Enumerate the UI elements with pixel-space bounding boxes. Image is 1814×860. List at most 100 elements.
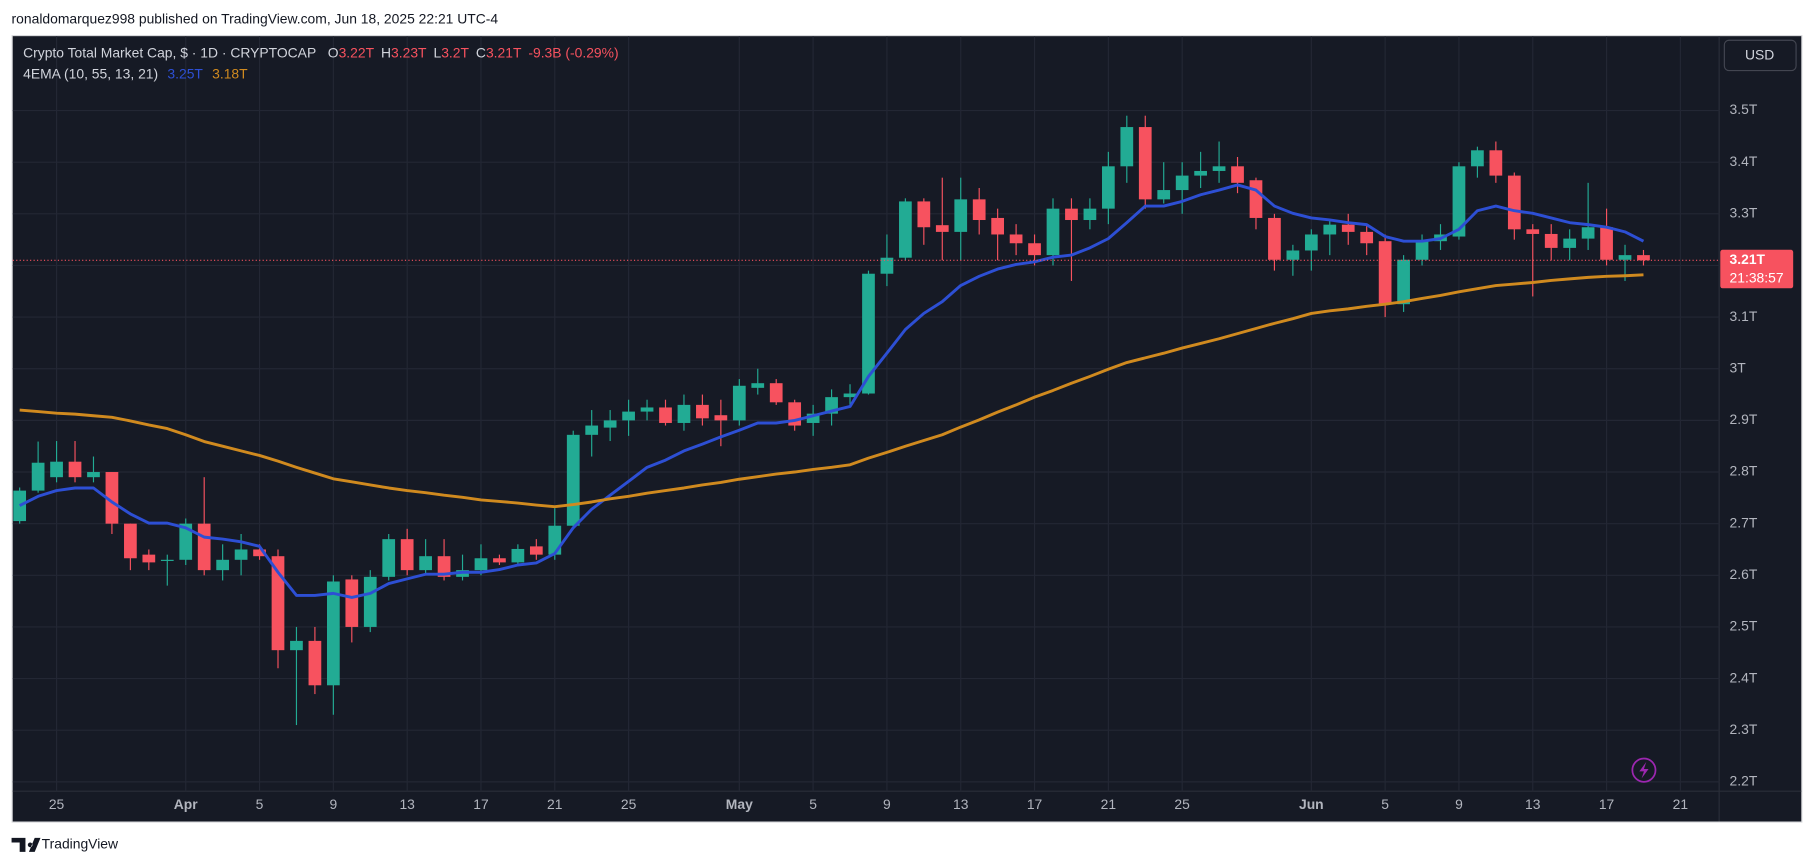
candle-body	[732, 385, 746, 421]
candle-body	[1046, 208, 1060, 256]
candle-body	[917, 201, 931, 228]
candle-body	[566, 434, 580, 526]
candle-body	[271, 556, 285, 651]
candle-body	[1360, 231, 1374, 244]
candle-body	[1471, 150, 1484, 167]
candle-body	[1507, 175, 1521, 230]
candle-body	[1397, 259, 1410, 305]
candle-body	[880, 257, 894, 274]
candle-body	[326, 581, 340, 686]
candle-body	[400, 539, 414, 571]
candle-body	[197, 523, 211, 571]
candle-body	[437, 556, 451, 577]
x-tick-label: 25	[1174, 796, 1190, 812]
y-tick-label: 2.8T	[1730, 463, 1758, 479]
ohlc-values: O3.22T H3.23T L3.2T C3.21T	[328, 44, 522, 60]
price-label: 3.21T	[1730, 251, 1766, 267]
ohlc-key: H	[381, 44, 391, 60]
candle-body	[474, 558, 488, 571]
x-tick-label: Jun	[1299, 796, 1324, 812]
alert-bolt	[1639, 761, 1649, 779]
price-countdown: 21:38:57	[1730, 270, 1784, 286]
candle-body	[493, 558, 506, 563]
indicator-value: 3.18T	[212, 65, 248, 81]
ohlc-value: 3.21T	[486, 44, 522, 60]
candle-body	[1452, 166, 1466, 237]
candle-body	[87, 472, 100, 478]
x-tick-label: 21	[547, 796, 563, 812]
candle-body	[751, 383, 765, 388]
candle-body	[308, 640, 322, 686]
candle-body	[640, 407, 654, 412]
alert-icon[interactable]	[1631, 757, 1657, 783]
candle-body	[1618, 255, 1632, 260]
candle-body	[419, 556, 432, 571]
currency-label[interactable]: USD	[1745, 47, 1774, 63]
ohlc-value: 3.2T	[441, 44, 469, 60]
candle-body	[1268, 217, 1281, 260]
candle-body	[1231, 166, 1244, 183]
candle-body	[1544, 233, 1558, 248]
candle-body	[1101, 166, 1115, 209]
candle-body	[68, 461, 82, 478]
plot	[12, 115, 1720, 726]
candle-body	[1249, 180, 1263, 218]
candle-body	[696, 404, 709, 419]
x-tick-label: 21	[1101, 796, 1117, 812]
candle-body	[1286, 250, 1300, 260]
currency-button[interactable]	[1723, 39, 1797, 72]
x-tick-label: 5	[809, 796, 817, 812]
x-tick-label: 5	[256, 796, 264, 812]
candle-body	[1489, 150, 1503, 176]
candle-body	[290, 640, 303, 651]
x-tick-label: 25	[49, 796, 65, 812]
candle-body	[1120, 127, 1134, 167]
ohlc-key: O	[328, 44, 339, 60]
y-tick-label: 3.3T	[1730, 204, 1758, 220]
candle-body	[179, 523, 193, 560]
ohlc-key: L	[433, 44, 441, 60]
indicator-value: 3.25T	[167, 65, 203, 81]
candle-body	[105, 472, 119, 524]
candle-body	[991, 217, 1005, 235]
y-tick-label: 2.2T	[1730, 773, 1758, 789]
candle-body	[935, 225, 949, 232]
candle-body	[1065, 208, 1078, 221]
candle-body	[1138, 127, 1152, 200]
candle-body	[843, 393, 857, 398]
candle-body	[769, 383, 783, 403]
x-tick-label: 21	[1673, 796, 1689, 812]
candle-body	[31, 462, 45, 491]
y-tick-label: 2.5T	[1730, 618, 1758, 634]
candle-body	[1028, 243, 1041, 256]
candle-body	[345, 579, 359, 627]
y-tick-label: 3.4T	[1730, 153, 1758, 169]
x-tick-label: 17	[473, 796, 489, 812]
candle-body	[363, 576, 377, 627]
candle-body	[1341, 224, 1355, 232]
candle-body	[1194, 170, 1207, 176]
x-tick-label: 9	[329, 796, 337, 812]
publish-header: ronaldomarquez998 published on TradingVi…	[12, 10, 499, 26]
ohlc-value: 3.22T	[339, 44, 375, 60]
x-tick-label: 13	[953, 796, 969, 812]
candle-body	[1378, 241, 1392, 305]
x-tick-label: 13	[399, 796, 415, 812]
candle-body	[1415, 241, 1429, 260]
candle-body	[511, 548, 525, 563]
footer-logo	[11, 837, 41, 852]
indicator-label: 4EMA (10, 55, 13, 21)	[23, 65, 158, 81]
footer-brand: TradingView	[42, 835, 119, 851]
candle-body	[1526, 229, 1540, 234]
candle-body	[1175, 175, 1189, 191]
candle-body	[142, 554, 156, 563]
ohlc-value: 3.23T	[391, 44, 427, 60]
candle-body	[50, 461, 63, 478]
ohlc-key: C	[476, 44, 486, 60]
legend-row: Crypto Total Market Cap, $ · 1D · CRYPTO…	[23, 44, 618, 60]
x-tick-label: 17	[1599, 796, 1615, 812]
candle-body	[972, 199, 986, 221]
x-tick-label: 9	[883, 796, 891, 812]
